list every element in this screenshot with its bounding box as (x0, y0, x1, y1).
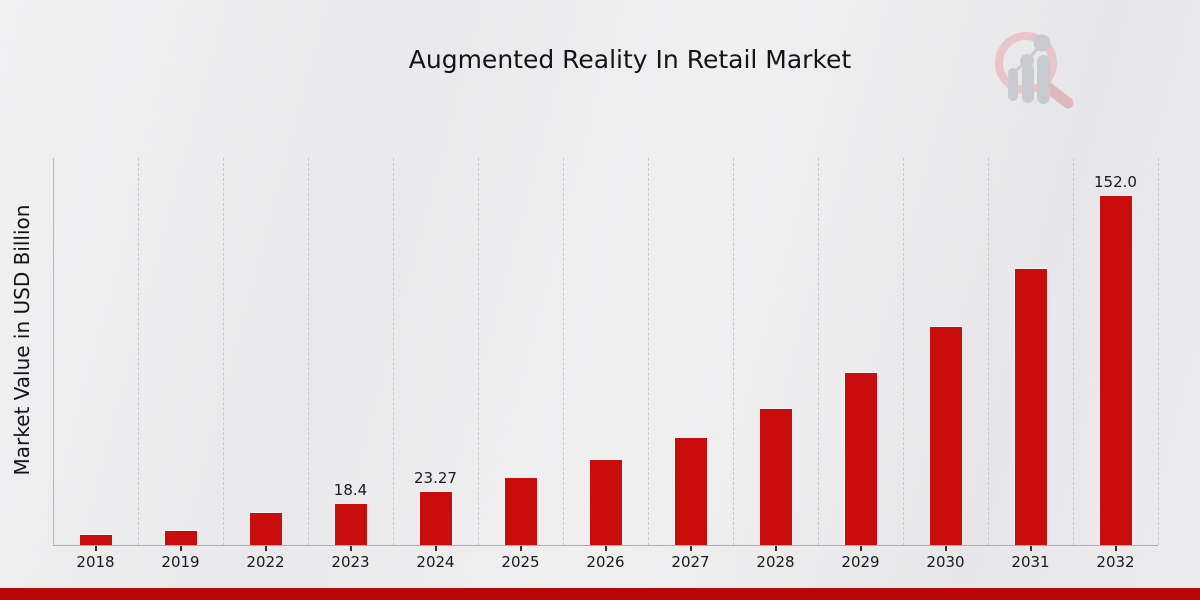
x-tick-label-2026: 2026 (586, 553, 625, 571)
gridline (308, 158, 309, 545)
bar-2026 (588, 459, 623, 545)
x-tick-label-2032: 2032 (1096, 553, 1135, 571)
y-axis-line (53, 158, 54, 545)
x-axis-labels: 2018 2019 2022 2023 2024 2025 2026 2027 2028 2029… (53, 553, 1158, 575)
trend-line-icon (1008, 34, 1051, 78)
x-tick-label-2019: 2019 (161, 553, 200, 571)
bar-2022 (248, 512, 283, 545)
x-tick-label-2029: 2029 (841, 553, 880, 571)
bar-2027 (673, 436, 708, 545)
gridline (223, 158, 224, 545)
value-label-2023: 18.4 (333, 480, 368, 499)
x-tick-label-2031: 2031 (1011, 553, 1050, 571)
x-tick (349, 546, 352, 551)
x-tick (604, 546, 607, 551)
watermark-logo (995, 32, 1074, 109)
bar-2028 (758, 407, 793, 545)
bar-2032 (1098, 194, 1133, 545)
bar-2031 (1013, 267, 1048, 545)
x-tick (1114, 546, 1117, 551)
chart-title: Augmented Reality In Retail Market (408, 45, 852, 74)
value-label-2024: 23.27 (414, 469, 457, 488)
x-axis-line (53, 545, 1158, 546)
x-tick (944, 546, 947, 551)
gridline (818, 158, 819, 545)
y-axis-label: Market Value in USD Billion (10, 204, 34, 476)
gridline (903, 158, 904, 545)
gridline (1158, 158, 1159, 545)
x-tick (179, 546, 182, 551)
value-label-2032: 152.0 (1094, 172, 1137, 191)
gridline (138, 158, 139, 545)
x-tick-label-2024: 2024 (416, 553, 455, 571)
x-tick-label-2018: 2018 (76, 553, 115, 571)
gridline (478, 158, 479, 545)
bar-2025 (503, 477, 538, 545)
gridline (1073, 158, 1074, 545)
bottom-accent-strip (0, 588, 1200, 600)
gridline (733, 158, 734, 545)
x-tick (264, 546, 267, 551)
x-tick (774, 546, 777, 551)
x-tick-label-2022: 2022 (246, 553, 285, 571)
x-tick (859, 546, 862, 551)
x-tick-label-2027: 2027 (671, 553, 710, 571)
x-tick (434, 546, 437, 551)
gridline (648, 158, 649, 545)
x-tick-label-2025: 2025 (501, 553, 540, 571)
gridline (988, 158, 989, 545)
bar-chart-icon (1008, 55, 1050, 104)
x-tick (1029, 546, 1032, 551)
bar-2023 (333, 502, 368, 545)
x-tick (519, 546, 522, 551)
x-tick-label-2030: 2030 (926, 553, 965, 571)
gridline (393, 158, 394, 545)
bar-2019 (163, 529, 198, 545)
plot-area: 18.4 23.27 152.0 (53, 158, 1159, 545)
x-tick-label-2028: 2028 (756, 553, 795, 571)
x-tick (689, 546, 692, 551)
x-tick-label-2023: 2023 (331, 553, 370, 571)
gridline (563, 158, 564, 545)
bar-2030 (928, 325, 963, 545)
bar-2029 (843, 371, 878, 545)
x-tick (94, 546, 97, 551)
bar-2018 (78, 533, 113, 545)
bar-2024 (418, 491, 453, 545)
